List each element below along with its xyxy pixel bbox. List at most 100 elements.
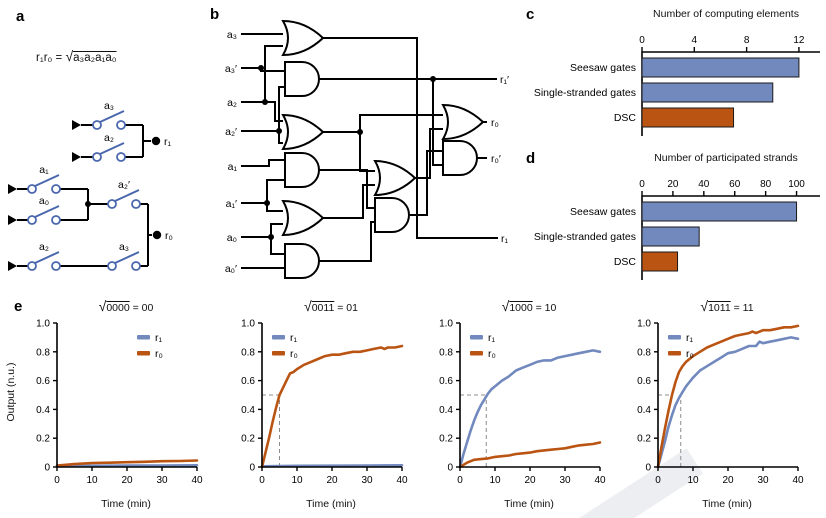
bar-chart-computing-elements: Number of computing elements 0 4 8 12 Seesaw… (520, 8, 826, 147)
switch-label: a₁ (39, 164, 49, 176)
input-arrow (8, 184, 17, 194)
svg-text:0.4: 0.4 (439, 405, 453, 416)
output-node-r0 (152, 230, 162, 240)
svg-text:0.8: 0.8 (36, 347, 50, 358)
output-label: r₀ (491, 117, 499, 129)
or-gate (281, 199, 325, 237)
panel-label-b: b (210, 6, 220, 23)
svg-text:r₁: r₁ (686, 332, 693, 344)
svg-text:0: 0 (447, 463, 453, 474)
and-gate (442, 140, 478, 176)
radical-sign: √ (65, 48, 74, 64)
input-label: a₁′ (226, 198, 237, 210)
svg-text:20: 20 (667, 179, 679, 190)
and-gate (284, 61, 320, 97)
svg-text:10: 10 (687, 475, 699, 486)
svg-text:1.0: 1.0 (241, 319, 255, 330)
svg-text:8: 8 (744, 35, 750, 46)
input-label: a₁ (228, 161, 238, 173)
chart-canvas: 0 4 8 12 Seesaw gates Single-stranded gates DS… (534, 35, 820, 136)
svg-text:r₀: r₀ (290, 348, 298, 360)
svg-text:60: 60 (729, 179, 741, 190)
junction-dot (85, 201, 91, 207)
panel-label-e: e (14, 298, 23, 315)
series-line-r₁ (458, 349, 602, 469)
switch-label: a₃ (119, 241, 129, 253)
svg-text:10: 10 (489, 475, 501, 486)
title-equals: = (337, 302, 344, 314)
sqrt-formula: r₁r₀ = √a₃a₂a₁a₀ (36, 48, 117, 64)
svg-text:0.6: 0.6 (36, 376, 50, 387)
svg-text:0: 0 (639, 35, 645, 46)
svg-text:1.0: 1.0 (439, 319, 453, 330)
chart-title: Number of participated strands (654, 152, 798, 164)
svg-text:r₀: r₀ (488, 348, 496, 360)
panel-label-a: a (16, 8, 25, 25)
legend-swatch (137, 335, 150, 340)
title-radicand: 0011 (311, 302, 335, 314)
bar-DSC (641, 107, 735, 128)
svg-text:0.8: 0.8 (637, 347, 651, 358)
title-result: 01 (346, 302, 358, 314)
svg-text:12: 12 (793, 35, 805, 46)
y-axis-label: Output (n.u.) (5, 362, 17, 422)
output-label: r₁ (501, 233, 508, 245)
radical-sign: √ (700, 298, 709, 314)
kinetics-chart-01: √0011 = 01 0 0.2 0.4 0.6 0.8 1.0 0 10 20 30 40 r₁ r₀… (214, 298, 412, 510)
x-axis-label: Time (min) (101, 498, 151, 510)
chart-title: √1000 = 10 (412, 298, 610, 315)
bar-Single-stranded gates (641, 82, 774, 103)
svg-text:40: 40 (594, 475, 606, 486)
input-label: a₃′ (225, 63, 237, 75)
bar-Seesaw gates (641, 201, 798, 222)
switch-label: a₂′ (118, 179, 130, 191)
plot-area: 0 0.2 0.4 0.6 0.8 1.0 0 10 20 30 40 r₁ r₀ (214, 315, 412, 498)
chart-canvas: 0 0.2 0.4 0.6 0.8 1.0 0 10 20 30 40 r₁ r₀ (637, 319, 804, 487)
svg-text:30: 30 (757, 475, 769, 486)
kinetics-chart-11: √1011 = 11 0 0.2 0.4 0.6 0.8 1.0 0 10 20 30 40 r₁ r₀… (610, 298, 808, 510)
legend-swatch (668, 351, 681, 356)
panel-a-switch-circuit: r₁r₀ = √a₃a₂a₁a₀ (0, 0, 205, 295)
title-radicand: 1011 (708, 302, 731, 314)
svg-text:40: 40 (792, 475, 804, 486)
input-arrow (8, 261, 17, 271)
svg-text:0: 0 (645, 463, 651, 474)
title-radicand: 1000 (509, 302, 533, 314)
switch-label: a₂ (39, 241, 49, 253)
series-line-r₀ (260, 344, 404, 469)
input-label: a₀ (227, 232, 237, 244)
svg-text:0: 0 (44, 463, 50, 474)
series-line-r₁ (656, 336, 800, 469)
bar-plot-area: 0 20 40 60 80 100 Seesaw gates Single-stranded … (520, 166, 826, 291)
title-result: 10 (544, 302, 557, 314)
svg-text:0.2: 0.2 (36, 434, 50, 445)
svg-text:r₁: r₁ (155, 332, 162, 344)
legend-swatch (470, 351, 483, 356)
and-gate (284, 243, 320, 279)
svg-text:Seesaw gates: Seesaw gates (570, 62, 636, 74)
svg-text:0.2: 0.2 (241, 434, 255, 445)
title-equals: = (132, 302, 139, 314)
series-line-r₁ (55, 464, 199, 468)
svg-text:40: 40 (396, 475, 408, 486)
kinetics-chart-10: √1000 = 10 0 0.2 0.4 0.6 0.8 1.0 0 10 20 30 40 r₁ r₀… (412, 298, 610, 510)
svg-text:1.0: 1.0 (637, 319, 651, 330)
svg-text:0.8: 0.8 (439, 347, 453, 358)
svg-text:0.6: 0.6 (241, 376, 255, 387)
junction-dots (258, 65, 436, 240)
svg-text:0: 0 (259, 475, 265, 486)
svg-text:20: 20 (121, 475, 133, 486)
chart-title: √0000 = 00 (9, 298, 207, 315)
chart-canvas: 0 0.2 0.4 0.6 0.8 1.0 0 10 20 30 40 r₁ r₀ (241, 319, 408, 487)
svg-text:0.6: 0.6 (439, 376, 453, 387)
svg-text:4: 4 (692, 35, 698, 46)
title-radicand: 0000 (106, 302, 130, 314)
title-result: 00 (141, 302, 154, 314)
svg-text:DSC: DSC (614, 256, 637, 268)
radical-sign: √ (304, 298, 312, 314)
legend-swatch (470, 335, 483, 340)
plot-area: 0 0.2 0.4 0.6 0.8 1.0 0 10 20 30 40 r₁ r₀ (412, 315, 610, 498)
output-label-r0: r₀ (165, 230, 173, 242)
svg-text:0.2: 0.2 (439, 434, 453, 445)
